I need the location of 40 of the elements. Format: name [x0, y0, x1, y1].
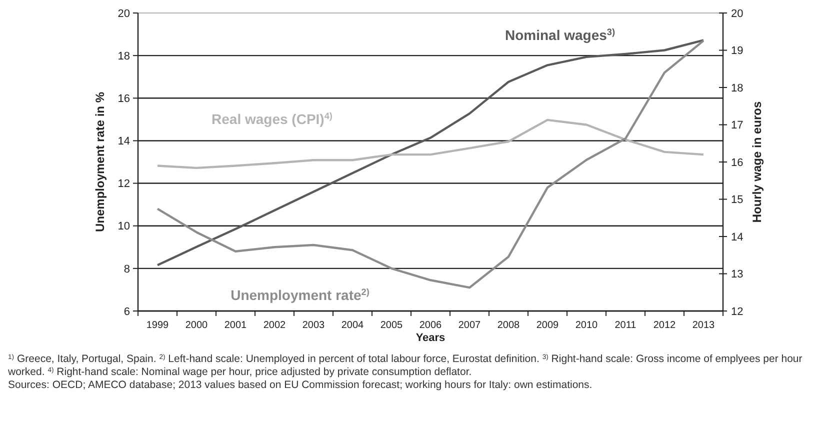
- x-tick-label: 2001: [224, 320, 248, 331]
- series-label: Unemployment rate$^{2)}$: [230, 287, 370, 303]
- y2-tick-label: 13: [731, 268, 744, 281]
- x-tick-label: 2010: [575, 320, 598, 331]
- y-tick-label: 16: [118, 92, 130, 105]
- x-tick-label: 2008: [497, 320, 520, 331]
- x-tick-label: 2007: [458, 320, 482, 331]
- x-tick-label: 2002: [263, 320, 286, 331]
- y2-axis-title: Hourly wage in euros: [750, 100, 764, 223]
- y2-tick-label: 18: [731, 82, 744, 94]
- x-tick-label: 2000: [185, 320, 208, 331]
- text: Real wages (CPI)$^{4)}$: [212, 111, 332, 127]
- y-tick-label: 12: [118, 178, 130, 190]
- y2-tick-label: 16: [731, 156, 744, 169]
- y-axis-title: Unemployment rate in %: [93, 92, 107, 232]
- source-note: Sources: OECD; AMECO database; 2013 values based on EU Commission forecast; working hours for Italy: own estimations.: [8, 379, 592, 391]
- x-axis-title: Years: [416, 332, 446, 344]
- x-tick-label: 2005: [380, 320, 404, 331]
- text: $^{1)}$ Greece, Italy, Portugal, Spain. $^{2)}$ Left-hand scale: Unemployed in percent of total labour force, Eurostat definition. $^{3)}$ Right-hand scale: Gross income of emplyees per hour worked. $^{4)}$ Right-hand scale: Nominal wage per hour, price adjusted by private consumption deflator.: [8, 353, 802, 378]
- x-tick-label: 2009: [536, 320, 560, 331]
- series-label: Nominal wages$^{3)}$: [504, 27, 616, 43]
- x-tick-label: 1999: [146, 320, 170, 331]
- y-tick-label: 10: [118, 220, 130, 233]
- y2-tick-label: 17: [731, 120, 744, 132]
- y2-tick-label: 19: [731, 45, 744, 58]
- y-tick-label: 20: [118, 8, 130, 20]
- y-tick-label: 8: [124, 263, 130, 276]
- y2-tick-label: 20: [731, 8, 744, 20]
- y-tick-label: 18: [118, 50, 130, 62]
- y2-tick-label: 12: [731, 306, 744, 318]
- y-tick-label: 14: [118, 136, 130, 148]
- x-tick-label: 2012: [653, 320, 676, 331]
- x-tick-label: 2006: [419, 320, 442, 331]
- x-tick-label: 2011: [614, 320, 637, 331]
- x-tick-label: 2003: [302, 320, 326, 331]
- y2-tick-label: 14: [731, 231, 744, 244]
- x-tick-label: 2013: [692, 320, 716, 331]
- y-tick-label: 6: [124, 306, 130, 318]
- y2-tick-label: 15: [731, 194, 744, 206]
- x-tick-label: 2004: [341, 320, 364, 331]
